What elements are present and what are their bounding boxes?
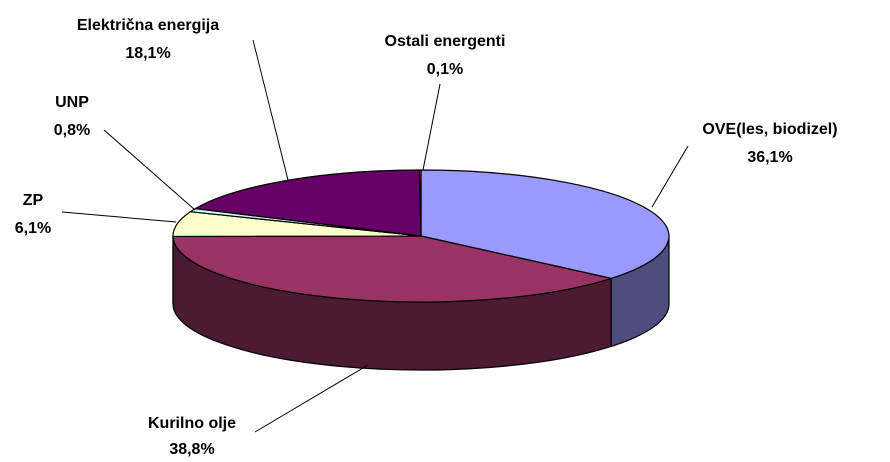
- slice-value-label: 6,1%: [15, 220, 51, 237]
- slice: [418, 169, 422, 237]
- slice: [193, 169, 422, 237]
- slice-label: ZP: [23, 192, 44, 209]
- slice-label: UNP: [55, 94, 89, 111]
- slice-value-label: 36,1%: [747, 149, 792, 166]
- slice: [172, 235, 614, 303]
- slice-label: OVE(les, biodizel): [702, 121, 837, 138]
- slice-label: Kurilno olje: [148, 415, 236, 432]
- leader-line: [422, 83, 441, 171]
- slice-value-label: 38,8%: [169, 441, 214, 458]
- slice-value-label: 0,1%: [427, 61, 463, 78]
- leader-line: [61, 211, 177, 223]
- leader-line: [254, 364, 369, 433]
- slice-label: Ostali energenti: [385, 33, 506, 50]
- slice-label: Električna energija: [77, 17, 219, 34]
- slice: [420, 169, 670, 280]
- slice-value-label: 0,8%: [54, 122, 90, 139]
- leader-line: [651, 145, 689, 208]
- leader-line: [103, 129, 196, 211]
- slice-value-label: 18,1%: [125, 45, 170, 62]
- leader-line: [252, 39, 289, 181]
